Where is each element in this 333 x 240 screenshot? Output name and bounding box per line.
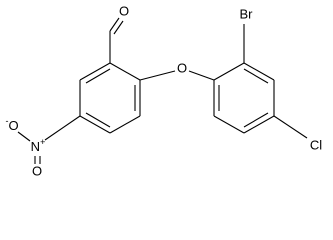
bond [139, 70, 176, 81]
double-bond [85, 112, 111, 128]
atom-charge: + [40, 137, 45, 147]
bond [213, 115, 245, 134]
bond [213, 62, 245, 81]
bond [109, 17, 120, 32]
bond [17, 131, 31, 142]
atom-label: O [32, 163, 42, 178]
bond [243, 62, 275, 81]
bond [243, 115, 275, 134]
atom-symbol: O [8, 118, 18, 133]
bond [188, 70, 215, 81]
double-bond [243, 68, 269, 84]
bond [44, 115, 81, 141]
double-bond [85, 68, 111, 84]
bond [109, 115, 141, 134]
atom-label: -O [5, 116, 18, 133]
bond [109, 62, 141, 81]
bond [79, 115, 111, 134]
atom-label: O [177, 60, 187, 75]
double-bond [243, 112, 269, 128]
atom-label: O [119, 3, 129, 18]
atom-charge: - [5, 116, 8, 126]
atom-label: N+ [31, 137, 46, 154]
bond [79, 62, 111, 81]
atom-symbol: N [31, 139, 40, 154]
atom-label: Br [240, 6, 254, 21]
bond [273, 115, 308, 139]
double-bond [113, 20, 124, 35]
bonds [17, 17, 308, 164]
atom-label: Cl [310, 137, 322, 152]
molecule-diagram: O O Br Cl N+ -O O [5, 3, 322, 178]
